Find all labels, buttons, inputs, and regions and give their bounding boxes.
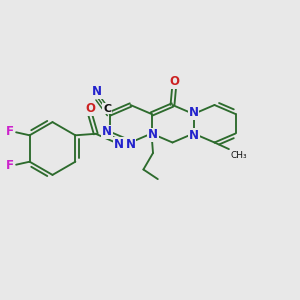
Text: F: F [5, 125, 14, 138]
Text: N: N [189, 129, 199, 142]
Text: N: N [102, 125, 112, 139]
Text: N: N [125, 137, 136, 151]
Text: N: N [114, 138, 124, 152]
Text: N: N [148, 128, 158, 142]
Text: CH₃: CH₃ [230, 152, 247, 160]
Text: O: O [85, 102, 95, 115]
Text: N: N [92, 85, 102, 98]
Text: N: N [188, 106, 199, 119]
Text: F: F [5, 159, 14, 172]
Text: C: C [103, 103, 112, 114]
Text: O: O [169, 75, 179, 88]
